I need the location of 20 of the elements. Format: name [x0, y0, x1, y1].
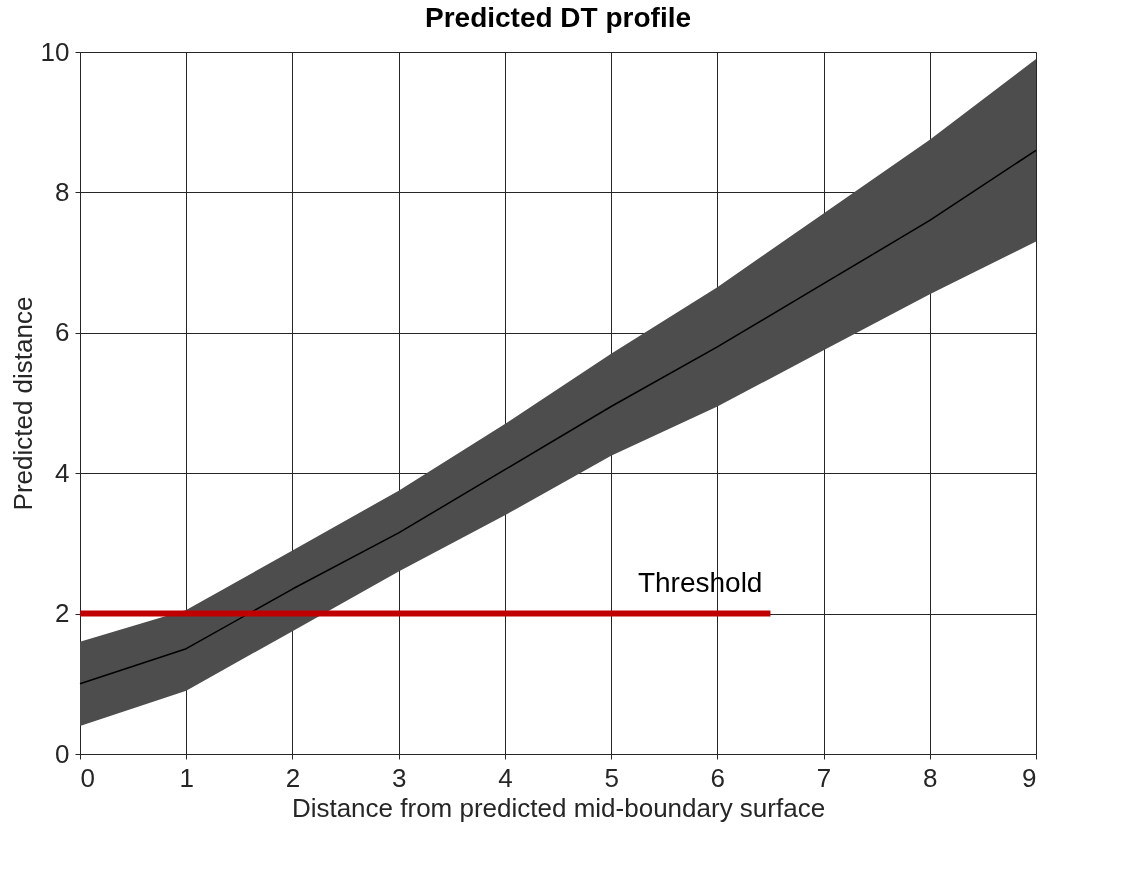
y-tick-label: 0: [55, 738, 70, 769]
y-tick-label: 6: [55, 317, 70, 348]
y-tick-label: 8: [55, 176, 70, 207]
x-tick-label: 7: [816, 762, 832, 793]
x-axis-title: Distance from predicted mid-boundary surface: [291, 792, 826, 823]
y-tick-label: 10: [40, 36, 70, 67]
chart-title: Predicted DT profile: [424, 2, 692, 33]
y-tick-label: 2: [55, 598, 70, 629]
x-tick-label: 9: [1022, 762, 1037, 793]
y-tick-label: 4: [55, 457, 70, 488]
x-tick-label: 2: [285, 762, 301, 793]
x-tick-label: 6: [710, 762, 726, 793]
x-tick-label: 8: [923, 762, 938, 793]
x-tick-label: 3: [391, 762, 407, 793]
x-tick-label: 0: [80, 762, 95, 793]
x-tick-label: 5: [604, 762, 619, 793]
x-tick-label: 1: [179, 762, 194, 793]
line-series: [79, 149, 1037, 685]
x-tick-label: 4: [498, 762, 513, 793]
y-axis-title: Predicted distance: [7, 296, 38, 511]
